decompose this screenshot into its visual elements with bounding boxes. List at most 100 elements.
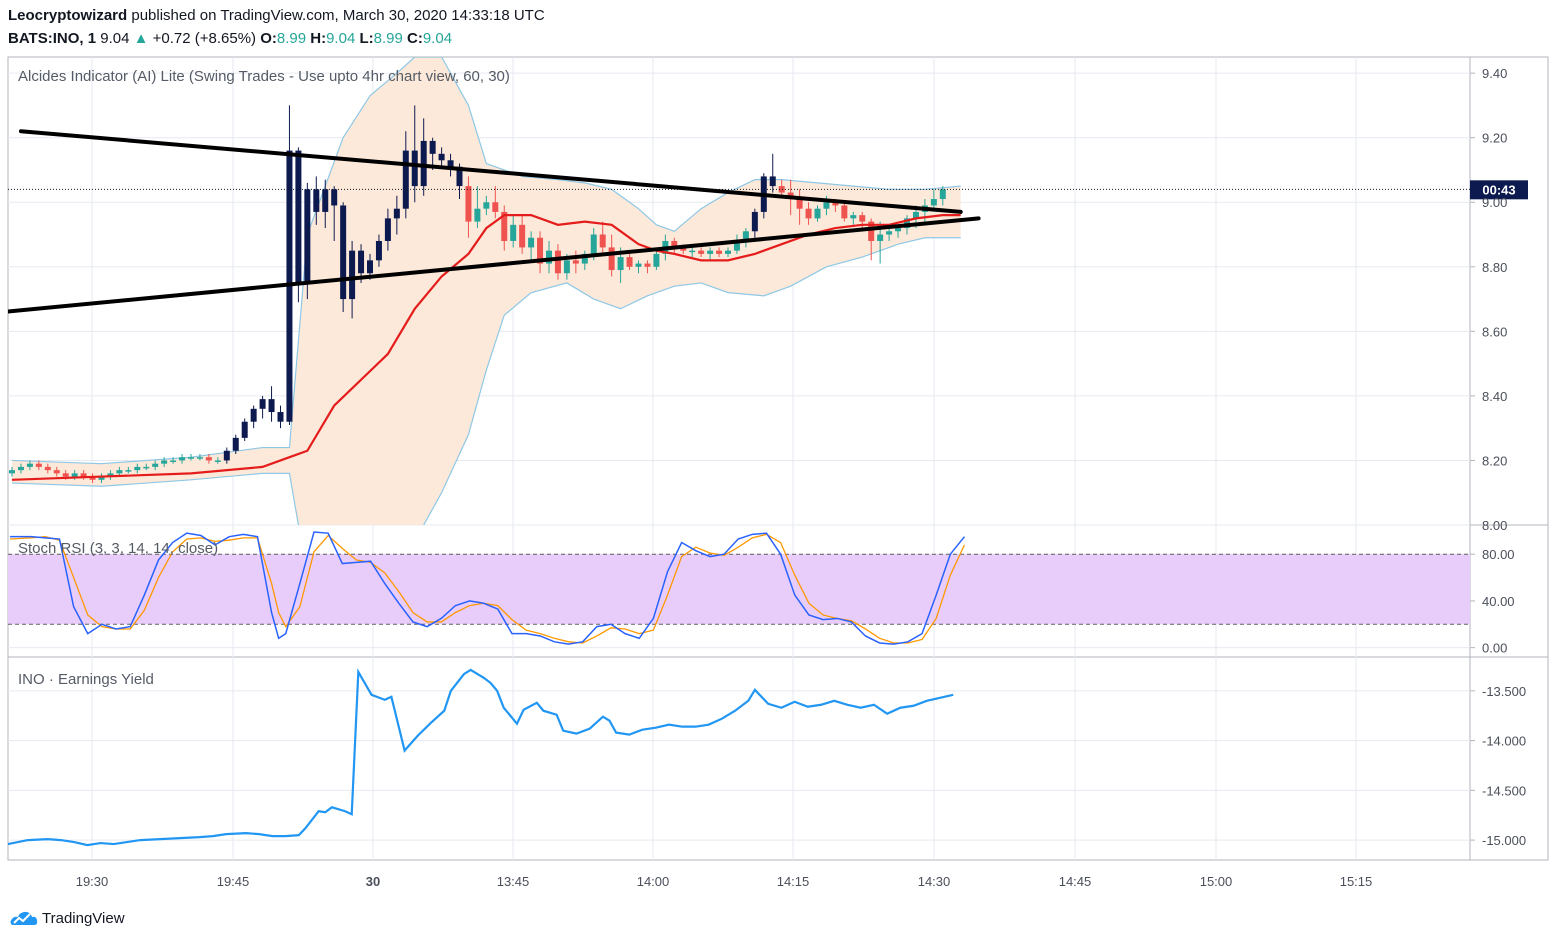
candle-body bbox=[742, 231, 749, 241]
yield-pane-title: INO · Earnings Yield bbox=[18, 671, 154, 688]
candle-body bbox=[912, 211, 919, 219]
candle-body bbox=[590, 234, 597, 254]
candle-body bbox=[474, 208, 481, 222]
y-tick-label: 9.20 bbox=[1482, 131, 1507, 146]
candle-body bbox=[411, 150, 418, 187]
candle-body bbox=[438, 153, 445, 161]
candle-body bbox=[608, 247, 615, 271]
x-tick-label: 14:00 bbox=[637, 874, 670, 889]
y-tick-label: -13.500 bbox=[1482, 684, 1526, 699]
candle-body bbox=[89, 476, 96, 480]
symbol-info: BATS:INO, 1 9.04 ▲ +0.72 (+8.65%) O:8.99… bbox=[8, 30, 452, 47]
candle-body bbox=[277, 412, 284, 422]
candle-body bbox=[814, 208, 821, 219]
candle-body bbox=[725, 250, 731, 254]
candle-body bbox=[268, 399, 275, 413]
y-tick-label: 8.00 bbox=[1482, 518, 1507, 533]
candle-body bbox=[617, 257, 624, 271]
close-label: C: bbox=[407, 30, 423, 47]
candle-body bbox=[232, 437, 239, 451]
candle-body bbox=[447, 160, 454, 167]
candle-body bbox=[939, 189, 946, 200]
candle-body bbox=[796, 199, 803, 209]
symbol-name: BATS:INO, 1 bbox=[8, 30, 97, 47]
moving-average-line bbox=[11, 214, 961, 481]
x-tick-label: 15:00 bbox=[1200, 874, 1233, 889]
candle-body bbox=[179, 457, 186, 461]
candle-body bbox=[528, 237, 535, 248]
chart-axes: 19:30 19:45 30 13:45 14:00 14:15 14:30 14:45 15:… bbox=[76, 66, 1526, 889]
close-value: 9.04 bbox=[422, 30, 453, 47]
candle-body bbox=[250, 408, 257, 422]
resistance-trendline bbox=[18, 129, 963, 214]
candle-body bbox=[71, 473, 78, 477]
candle-body bbox=[671, 240, 678, 248]
low-value: 8.99 bbox=[373, 30, 403, 47]
candle-body bbox=[205, 457, 212, 461]
candle-body bbox=[188, 457, 194, 459]
candle-body bbox=[393, 208, 400, 219]
price-change: +0.72 (+8.65%) bbox=[152, 30, 257, 47]
candle-body bbox=[26, 463, 33, 467]
x-tick-label: 14:15 bbox=[777, 874, 810, 889]
publish-date: published on TradingView.com, March 30, … bbox=[127, 7, 545, 24]
tradingview-logo[interactable]: TradingView bbox=[8, 908, 125, 928]
candle-body bbox=[53, 470, 60, 474]
candle-body bbox=[384, 218, 391, 241]
candle-body bbox=[116, 470, 123, 474]
candle-body bbox=[349, 250, 356, 300]
candle-body bbox=[17, 466, 24, 471]
y-tick-label: 40.00 bbox=[1482, 594, 1515, 609]
candle-body bbox=[778, 186, 785, 193]
candle-body bbox=[134, 466, 141, 471]
x-tick-label: 14:30 bbox=[918, 874, 951, 889]
candle-body bbox=[9, 470, 15, 474]
open-label: O: bbox=[260, 30, 277, 47]
candle-body bbox=[223, 450, 230, 461]
price-pane-content bbox=[8, 57, 981, 525]
candle-body bbox=[581, 253, 588, 264]
candle-body bbox=[769, 176, 776, 187]
x-tick-label: 15:15 bbox=[1340, 874, 1373, 889]
earnings-yield-line bbox=[7, 668, 954, 847]
lower-band-line bbox=[11, 237, 961, 525]
candle-body bbox=[492, 202, 499, 212]
candle-body bbox=[635, 263, 642, 267]
price-pane[interactable]: 00:43 bbox=[3, 57, 1528, 557]
candle-body bbox=[483, 202, 490, 209]
candle-body bbox=[868, 221, 875, 241]
earnings-yield-pane[interactable] bbox=[7, 668, 954, 847]
candle-body bbox=[626, 257, 633, 267]
candle-body bbox=[680, 247, 687, 251]
candle-body bbox=[465, 186, 472, 222]
high-label: H: bbox=[310, 30, 327, 47]
y-tick-label: -14.000 bbox=[1482, 734, 1526, 749]
candle-body bbox=[930, 199, 937, 206]
x-tick-label: 19:45 bbox=[217, 874, 250, 889]
stoch-rsi-pane[interactable] bbox=[8, 531, 1470, 645]
author-name[interactable]: Leocryptowizard bbox=[8, 7, 128, 24]
candle-body bbox=[832, 202, 839, 206]
y-tick-label: 8.40 bbox=[1482, 389, 1507, 404]
y-tick-label: -14.500 bbox=[1482, 783, 1526, 798]
candle-body bbox=[653, 253, 660, 267]
band-fill bbox=[12, 57, 961, 525]
candle-body bbox=[420, 140, 427, 187]
x-tick-label: 14:45 bbox=[1059, 874, 1092, 889]
candle-body bbox=[644, 263, 651, 267]
candle-body bbox=[44, 466, 51, 471]
y-tick-label: 0.00 bbox=[1482, 641, 1507, 656]
stoch-k-line bbox=[10, 531, 966, 645]
candle-body bbox=[904, 218, 910, 229]
tradingview-cloud-icon bbox=[10, 911, 38, 925]
candle-body bbox=[196, 457, 203, 459]
candle-body bbox=[125, 470, 132, 472]
candle-body bbox=[107, 473, 114, 477]
candle-body bbox=[546, 250, 552, 264]
y-tick-label: -15.000 bbox=[1482, 833, 1526, 848]
last-price: 9.04 bbox=[100, 30, 130, 47]
candle-body bbox=[367, 260, 373, 274]
price-label-text: 00:43 bbox=[1482, 182, 1515, 197]
candle-body bbox=[80, 473, 87, 477]
